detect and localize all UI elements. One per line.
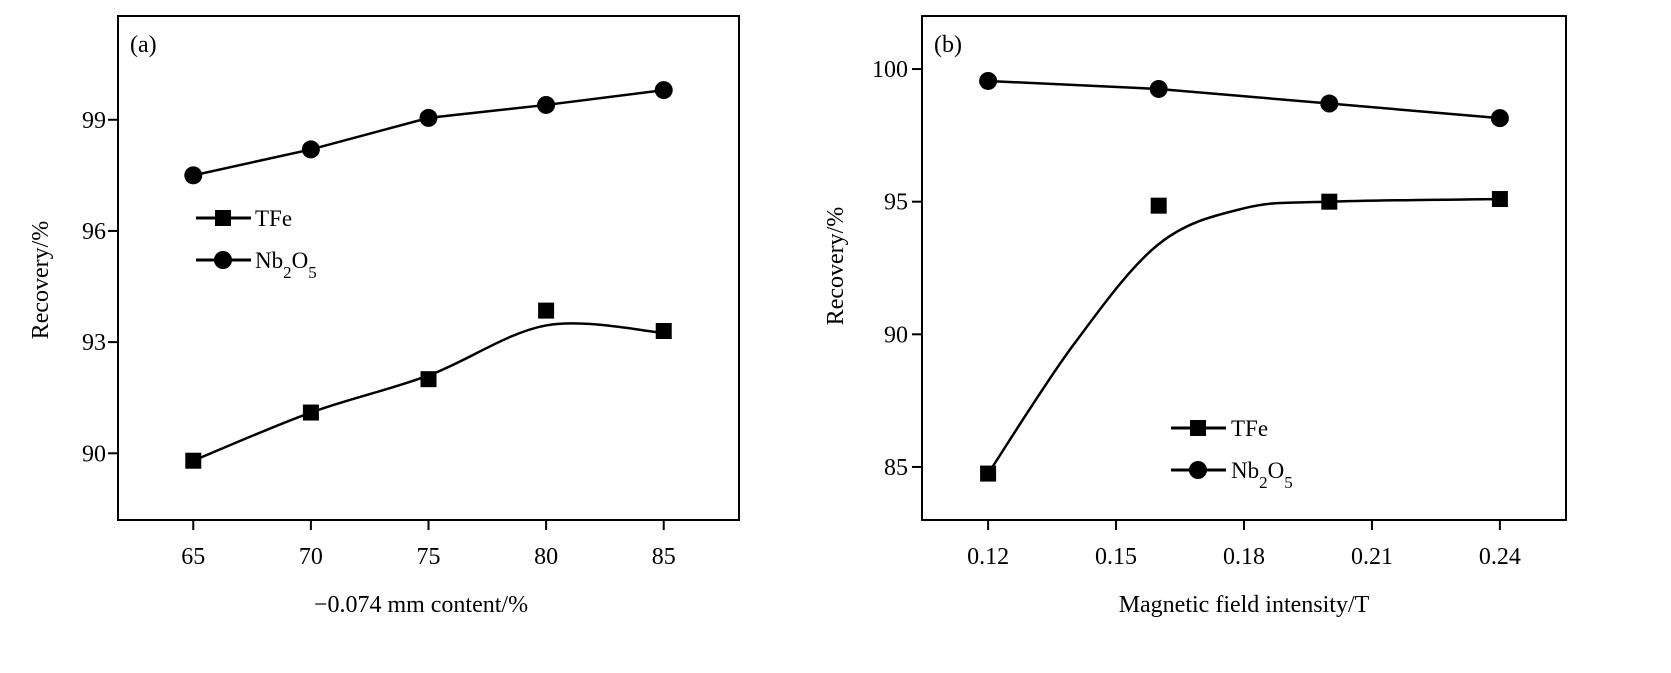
panel-b-y-ticks: 85 90 95 100 bbox=[872, 57, 922, 481]
data-point-tfe bbox=[655, 323, 672, 339]
panel-b-y-axis-label: Recovery/% bbox=[823, 207, 849, 326]
panel-a: (a) 65 70 75 80 85 90 93 96 99 −0.074 mm conten… bbox=[28, 15, 740, 618]
y-tick-label: 85 bbox=[884, 455, 908, 481]
x-tick-label: 70 bbox=[299, 544, 323, 570]
data-point-nb2o5 bbox=[654, 81, 673, 100]
panel-a-x-ticks: 65 70 75 80 85 bbox=[181, 520, 676, 570]
y-tick-label: 95 bbox=[884, 190, 908, 216]
x-tick-label: 0.12 bbox=[967, 544, 1009, 570]
panel-b-x-ticks: 0.12 0.15 0.18 0.21 0.24 bbox=[967, 520, 1521, 570]
x-tick-label: 0.24 bbox=[1479, 544, 1521, 570]
y-tick-label: 99 bbox=[82, 108, 106, 134]
x-tick-label: 0.15 bbox=[1095, 544, 1137, 570]
panel-a-y-ticks: 90 93 96 99 bbox=[82, 108, 118, 467]
x-tick-label: 85 bbox=[652, 544, 676, 570]
data-point-tfe bbox=[538, 302, 555, 319]
data-point-nb2o5 bbox=[537, 95, 556, 114]
x-tick-label: 80 bbox=[534, 544, 558, 570]
x-tick-label: 65 bbox=[181, 544, 205, 570]
panel-b: (b) 0.12 0.15 0.18 0.21 0.24 85 90 95 100 Magne… bbox=[823, 15, 1567, 618]
data-point-tfe bbox=[1150, 197, 1167, 214]
data-point-nb2o5 bbox=[979, 71, 998, 90]
panel-a-label: (a) bbox=[130, 32, 157, 58]
legend-nb2o5-marker bbox=[214, 251, 232, 269]
panel-a-x-axis-label: −0.074 mm content/% bbox=[314, 592, 528, 618]
data-point-nb2o5 bbox=[184, 166, 203, 185]
panel-b-frame bbox=[921, 15, 1567, 521]
data-point-nb2o5 bbox=[1149, 79, 1168, 98]
data-point-tfe bbox=[980, 465, 997, 482]
x-tick-label: 0.21 bbox=[1351, 544, 1393, 570]
data-point-nb2o5 bbox=[419, 108, 438, 127]
panel-b-label: (b) bbox=[934, 32, 962, 58]
data-point-nb2o5 bbox=[1490, 109, 1509, 128]
x-tick-label: 75 bbox=[417, 544, 441, 570]
panel-a-plot bbox=[184, 81, 673, 469]
legend-nb2o5-label: Nb2O5 bbox=[1231, 458, 1293, 492]
x-tick-label: 0.18 bbox=[1223, 544, 1265, 570]
y-tick-label: 93 bbox=[82, 330, 106, 356]
series-line-nb2o5 bbox=[988, 79, 1501, 120]
data-point-nb2o5 bbox=[1320, 94, 1339, 113]
y-tick-label: 90 bbox=[82, 441, 106, 467]
legend-nb2o5-label: Nb2O5 bbox=[255, 248, 317, 282]
legend-tfe-label: TFe bbox=[1231, 416, 1268, 441]
panel-b-x-axis-label: Magnetic field intensity/T bbox=[1119, 592, 1370, 618]
data-point-tfe bbox=[1321, 193, 1338, 210]
data-point-nb2o5 bbox=[301, 140, 320, 159]
legend-tfe-label: TFe bbox=[255, 206, 292, 231]
panel-a-legend: TFe Nb2O5 bbox=[196, 206, 317, 282]
legend-nb2o5-marker bbox=[1189, 461, 1207, 479]
data-point-tfe bbox=[185, 452, 202, 469]
panel-b-legend: TFe Nb2O5 bbox=[1171, 416, 1293, 492]
y-tick-label: 96 bbox=[82, 219, 106, 245]
legend-tfe-marker bbox=[215, 210, 231, 226]
data-point-tfe bbox=[1491, 191, 1508, 208]
series-line-tfe bbox=[192, 322, 664, 462]
y-tick-label: 100 bbox=[872, 57, 908, 83]
series-line-tfe bbox=[987, 197, 1500, 475]
legend-tfe-marker bbox=[1190, 420, 1206, 436]
data-point-tfe bbox=[420, 371, 437, 388]
series-line-nb2o5 bbox=[193, 88, 664, 177]
data-point-tfe bbox=[302, 404, 319, 421]
panel-b-plot bbox=[979, 71, 1509, 482]
panel-a-y-axis-label: Recovery/% bbox=[28, 221, 54, 340]
y-tick-label: 90 bbox=[884, 322, 908, 348]
